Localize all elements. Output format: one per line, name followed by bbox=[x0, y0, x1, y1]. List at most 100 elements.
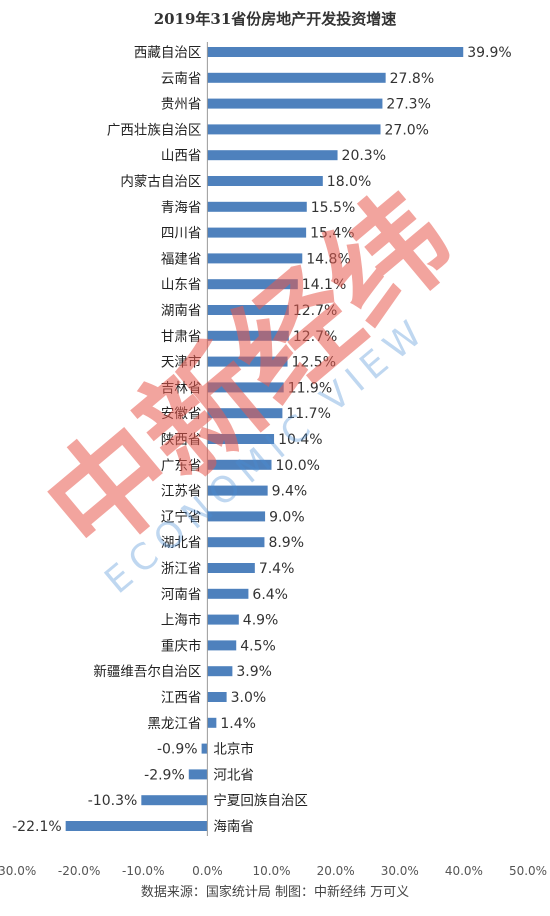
category-label-16: 广东省 bbox=[161, 458, 202, 474]
category-label-0: 西藏自治区 bbox=[134, 45, 202, 61]
category-label-6: 青海省 bbox=[161, 200, 202, 216]
value-label-21: 6.4% bbox=[252, 587, 288, 603]
value-label-17: 9.4% bbox=[272, 484, 308, 500]
category-label-13: 吉林省 bbox=[161, 380, 202, 396]
bar-30 bbox=[65, 821, 208, 831]
bar-14 bbox=[207, 408, 283, 419]
bar-25 bbox=[207, 692, 227, 702]
bar-6 bbox=[207, 201, 307, 212]
value-label-1: 27.8% bbox=[390, 71, 434, 87]
bar-28 bbox=[188, 769, 208, 780]
x-tick-label-3: 0.0% bbox=[192, 864, 223, 878]
bar-23 bbox=[207, 640, 237, 651]
value-label-25: 3.0% bbox=[231, 690, 267, 706]
category-label-21: 河南省 bbox=[161, 587, 202, 603]
value-label-30: -22.1% bbox=[12, 819, 62, 835]
bar-13 bbox=[207, 382, 284, 393]
x-tick-label-2: -10.0% bbox=[122, 864, 164, 878]
value-label-4: 20.3% bbox=[342, 148, 386, 164]
category-label-30: 海南省 bbox=[213, 819, 254, 835]
category-label-5: 内蒙古自治区 bbox=[120, 174, 201, 190]
x-axis: -30.0% -20.0% -10.0% 0.0% 10.0% 20.0% 30.0% 40.… bbox=[0, 42, 547, 878]
value-label-26: 1.4% bbox=[220, 716, 256, 732]
value-label-28: -2.9% bbox=[144, 767, 185, 783]
bar-3 bbox=[207, 124, 381, 135]
category-label-23: 重庆市 bbox=[161, 637, 202, 654]
category-label-25: 江西省 bbox=[161, 690, 202, 706]
value-label-14: 11.7% bbox=[286, 406, 330, 422]
value-label-2: 27.3% bbox=[386, 97, 430, 113]
value-label-18: 9.0% bbox=[269, 509, 305, 525]
category-label-14: 安徽省 bbox=[161, 406, 202, 422]
value-label-20: 7.4% bbox=[259, 561, 295, 577]
category-label-29: 宁夏回族自治区 bbox=[213, 792, 308, 809]
value-label-27: -0.9% bbox=[157, 742, 198, 758]
value-label-29: -10.3% bbox=[88, 793, 138, 809]
value-label-19: 8.9% bbox=[268, 535, 304, 551]
bar-24 bbox=[207, 666, 233, 677]
category-label-12: 天津市 bbox=[161, 354, 202, 371]
bar-11 bbox=[207, 330, 289, 341]
category-label-28: 河北省 bbox=[213, 767, 254, 783]
category-label-20: 浙江省 bbox=[161, 561, 202, 577]
bar-10 bbox=[207, 305, 289, 315]
value-label-9: 14.1% bbox=[302, 277, 346, 293]
value-label-6: 15.5% bbox=[311, 200, 355, 216]
bar-26 bbox=[207, 717, 217, 728]
value-label-3: 27.0% bbox=[385, 122, 429, 138]
bar-17 bbox=[207, 485, 268, 496]
value-label-22: 4.9% bbox=[243, 613, 279, 629]
x-tick-label-0: -30.0% bbox=[0, 864, 36, 878]
bar-20 bbox=[207, 563, 255, 573]
value-label-11: 12.7% bbox=[293, 329, 337, 345]
category-label-24: 新疆维吾尔自治区 bbox=[93, 664, 201, 680]
x-tick-label-4: 10.0% bbox=[252, 864, 290, 878]
bar-22 bbox=[207, 614, 239, 625]
value-label-24: 3.9% bbox=[236, 664, 272, 680]
source-note: 数据来源：国家统计局 制图：中新经纬 万可义 bbox=[141, 884, 409, 900]
category-label-19: 湖北省 bbox=[161, 535, 202, 551]
x-tick-label-7: 40.0% bbox=[445, 864, 483, 878]
bar-8 bbox=[207, 253, 303, 264]
value-label-12: 12.5% bbox=[292, 355, 336, 371]
category-label-26: 黑龙江省 bbox=[147, 716, 201, 732]
bar-27 bbox=[201, 743, 208, 754]
bars-group: 39.9% 西藏自治区 27.8% 云南省 27.3% 贵州省 27.0% 广西壮族自治区 20… bbox=[12, 45, 512, 835]
chart-title: 2019年31省份房地产开发投资增速 bbox=[154, 10, 397, 28]
x-tick-label-1: -20.0% bbox=[58, 864, 100, 878]
category-label-27: 北京市 bbox=[213, 741, 254, 758]
category-label-8: 福建省 bbox=[161, 251, 202, 267]
bar-4 bbox=[207, 150, 338, 161]
category-label-3: 广西壮族自治区 bbox=[107, 122, 202, 138]
category-label-22: 上海市 bbox=[161, 612, 202, 629]
category-label-1: 云南省 bbox=[161, 71, 202, 87]
category-label-10: 湖南省 bbox=[161, 303, 202, 319]
value-label-15: 10.4% bbox=[278, 432, 322, 448]
bar-16 bbox=[207, 459, 272, 470]
category-label-9: 山东省 bbox=[161, 277, 202, 293]
bar-15 bbox=[207, 434, 275, 444]
value-label-7: 15.4% bbox=[310, 226, 354, 242]
value-label-10: 12.7% bbox=[293, 303, 337, 319]
x-tick-label-8: 50.0% bbox=[509, 864, 547, 878]
category-label-4: 山西省 bbox=[161, 148, 202, 164]
value-label-13: 11.9% bbox=[288, 380, 332, 396]
bar-0 bbox=[207, 47, 464, 57]
bar-18 bbox=[207, 511, 266, 522]
bar-21 bbox=[207, 588, 249, 599]
value-label-16: 10.0% bbox=[276, 458, 320, 474]
bar-7 bbox=[207, 227, 307, 238]
x-tick-label-6: 30.0% bbox=[381, 864, 419, 878]
value-label-23: 4.5% bbox=[240, 638, 276, 654]
bar-5 bbox=[207, 176, 323, 186]
bar-9 bbox=[207, 279, 298, 290]
category-label-2: 贵州省 bbox=[161, 97, 202, 113]
value-label-0: 39.9% bbox=[467, 45, 511, 61]
category-label-18: 辽宁省 bbox=[161, 508, 202, 525]
category-label-17: 江苏省 bbox=[161, 484, 202, 500]
category-label-11: 甘肃省 bbox=[161, 329, 202, 345]
bar-2 bbox=[207, 98, 383, 109]
x-tick-label-5: 20.0% bbox=[317, 864, 355, 878]
bar-19 bbox=[207, 537, 265, 548]
